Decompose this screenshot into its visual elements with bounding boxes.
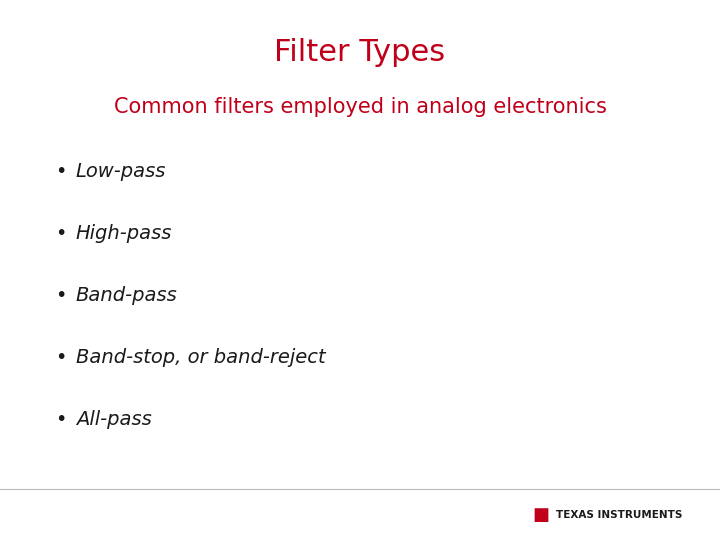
Text: •: • (55, 286, 67, 305)
Text: •: • (55, 224, 67, 243)
Text: Band-pass: Band-pass (76, 286, 177, 305)
Text: Common filters employed in analog electronics: Common filters employed in analog electr… (114, 97, 606, 117)
Text: All-pass: All-pass (76, 410, 151, 429)
Text: Low-pass: Low-pass (76, 162, 166, 181)
Text: TEXAS INSTRUMENTS: TEXAS INSTRUMENTS (556, 510, 683, 519)
Text: Band-stop, or band-reject: Band-stop, or band-reject (76, 348, 325, 367)
Text: High-pass: High-pass (76, 224, 172, 243)
Text: Filter Types: Filter Types (274, 38, 446, 67)
Text: •: • (55, 410, 67, 429)
Text: •: • (55, 162, 67, 181)
Text: ■: ■ (533, 505, 550, 524)
Text: •: • (55, 348, 67, 367)
